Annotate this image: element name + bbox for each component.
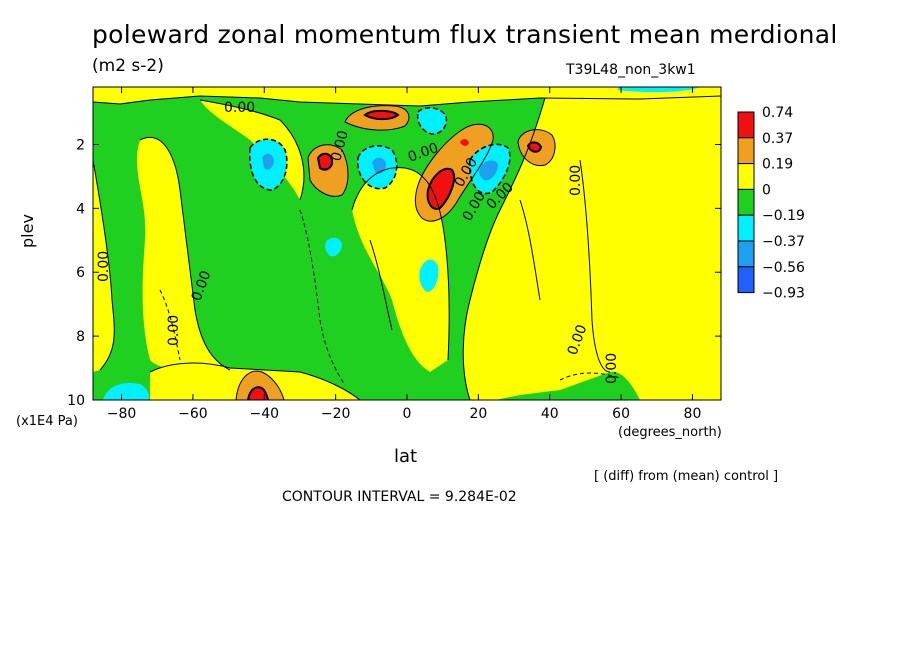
contour-label: 0.00	[604, 353, 620, 384]
contour-line	[357, 145, 398, 190]
contour-line	[519, 199, 541, 301]
chart-units: (m2 s-2)	[92, 56, 164, 76]
contour-fill-group: 0.00 0.00 0.00 0.00 0.00 0.00 0.00 0.00 …	[93, 87, 721, 400]
fill-cyan-top-right	[618, 87, 700, 93]
contour-line	[517, 129, 556, 167]
fill-yellow-left-mid	[136, 137, 230, 371]
contour-line	[316, 152, 334, 171]
x-axis-label: lat	[394, 446, 418, 467]
fill-yellow-right-large	[463, 96, 721, 400]
fill-cyan-left-lower	[325, 237, 342, 257]
x-tick-label: 40	[541, 406, 559, 422]
contour-line	[199, 99, 305, 201]
contour-lines	[93, 95, 721, 400]
fill-blue-center-left	[372, 157, 386, 174]
contour-line	[579, 159, 611, 373]
legend-label: −0.37	[762, 234, 805, 250]
legend-label: 0.19	[762, 157, 793, 173]
x-tick-label: 0	[403, 406, 412, 422]
legend-label: 0.37	[762, 131, 793, 147]
legend-label: −0.56	[762, 260, 805, 276]
fill-red-upper-center	[365, 110, 398, 120]
contour-line	[351, 167, 450, 361]
contour-line	[249, 138, 288, 191]
x-tick-label: −20	[321, 406, 351, 422]
contour-line	[469, 143, 511, 195]
contour-line	[299, 209, 346, 386]
legend-label: 0.74	[762, 105, 793, 121]
legend-swatch	[737, 240, 755, 268]
x-tick-label: 20	[469, 406, 487, 422]
x-tick-label: 60	[612, 406, 630, 422]
contour-line	[526, 141, 543, 153]
contour-label: 0.00	[568, 165, 584, 196]
contour-line	[247, 386, 269, 400]
y-tick-label: 4	[76, 201, 85, 217]
x-tick-label: −60	[178, 406, 208, 422]
fill-blue-left-upper	[262, 153, 274, 170]
legend-swatch	[737, 188, 755, 216]
fill-orange-bottom-cell	[236, 371, 284, 400]
legend-swatch	[737, 163, 755, 190]
y-axis: 2 4 6 8 10	[67, 137, 721, 409]
contour-label: 0.00	[224, 100, 255, 116]
fill-blue-right-mid	[479, 160, 498, 181]
x-axis: −80 −60 −40 −20 0 20 40 60 80	[107, 87, 702, 422]
contour-line	[235, 370, 285, 400]
contour-line	[159, 289, 181, 361]
contour-line	[307, 144, 349, 197]
fill-yellow-left-column	[93, 160, 115, 372]
y-tick-label: 10	[67, 393, 85, 409]
legend-swatch	[737, 137, 755, 165]
x-tick-label: −40	[249, 406, 279, 422]
legend-swatch	[737, 111, 755, 139]
experiment-name: T39L48_non_3kw1	[566, 62, 696, 78]
contour-line	[93, 159, 115, 371]
contour-interval: CONTOUR INTERVAL = 9.284E-02	[282, 489, 517, 505]
y-tick-label: 8	[76, 329, 85, 345]
chart-title: poleward zonal momentum flux transient m…	[92, 20, 838, 49]
contour-line	[369, 239, 393, 331]
fill-cyan-upper-mid	[417, 107, 447, 134]
x-tick-label: −80	[107, 406, 137, 422]
legend-swatch	[737, 266, 755, 294]
contour-line	[414, 123, 494, 222]
contour-line	[462, 97, 546, 400]
contour-line	[139, 137, 231, 371]
fill-cyan-center-lower	[419, 259, 439, 292]
y-axis-units: (x1E4 Pa)	[16, 414, 78, 429]
contour-label: 0.00	[328, 129, 352, 163]
contour-line	[344, 105, 410, 131]
contour-label: 0.00	[96, 251, 112, 282]
y-tick-label: 6	[76, 265, 85, 281]
x-tick-label: 80	[684, 406, 702, 422]
fill-cyan-bottom-left	[103, 382, 150, 400]
legend-label: 0	[762, 182, 771, 198]
fill-yellow-top-band	[93, 87, 721, 106]
difference-note: [ (diff) from (mean) control ]	[594, 469, 779, 484]
contour-line	[416, 107, 448, 135]
contour-line	[559, 372, 621, 381]
contour-line	[363, 109, 400, 121]
fill-red-left-cell	[318, 153, 333, 170]
x-axis-units: (degrees_north)	[618, 425, 722, 440]
contour-label: 0.00	[166, 315, 182, 346]
contour-line	[426, 167, 456, 210]
fill-red-small-center	[460, 139, 469, 146]
y-tick-label: 2	[76, 137, 85, 153]
legend-swatch	[737, 214, 755, 242]
legend-label: −0.93	[762, 286, 805, 302]
legend-label: −0.19	[762, 208, 805, 224]
fill-yellow-upper-left	[200, 100, 304, 200]
contour-line	[93, 95, 721, 107]
color-legend: 0.74 0.37 0.19 0 −0.19 −0.37 −0.56 −0.93	[737, 105, 805, 302]
contour-line	[149, 362, 361, 400]
